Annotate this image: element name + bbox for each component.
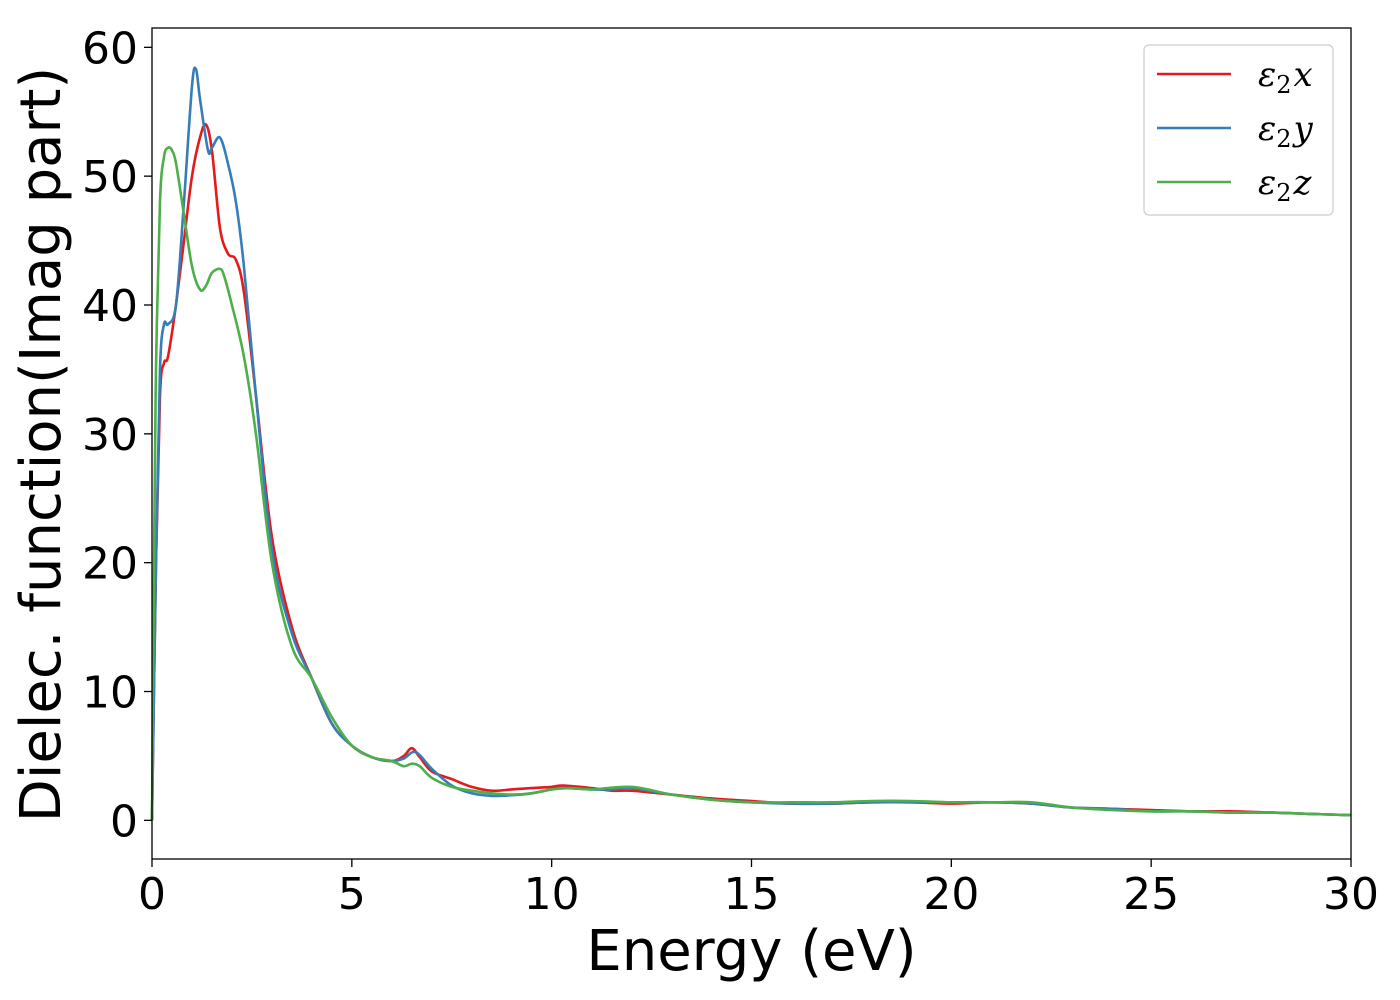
x-axis-title: Energy (eV) (586, 919, 916, 984)
y-tick-label: 30 (82, 410, 138, 461)
y-tick-label: 10 (82, 668, 138, 719)
y-tick-label: 50 (82, 152, 138, 203)
series-line-z (150, 146, 1352, 821)
y-tick-label: 0 (110, 796, 138, 847)
series-layer (150, 66, 1352, 821)
x-tick-label: 30 (1323, 869, 1379, 920)
legend-label-z: ε2z (1258, 163, 1313, 207)
legend-box (1143, 44, 1334, 216)
x-tick-label: 10 (524, 869, 580, 920)
x-tick-label: 15 (724, 869, 780, 920)
legend: ε2x ε2y ε2z (1143, 44, 1334, 216)
legend-label-y: ε2y (1258, 109, 1314, 153)
x-tick-label: 20 (923, 869, 979, 920)
x-tick-label: 5 (338, 869, 366, 920)
x-tick-label: 25 (1123, 869, 1179, 920)
y-axis-title: Dielec. function(Imag part) (9, 67, 74, 823)
y-tick-label: 60 (82, 23, 138, 74)
legend-label-x: ε2x (1258, 55, 1313, 99)
x-tick-label: 0 (138, 869, 166, 920)
y-tick-label: 40 (82, 281, 138, 332)
y-tick-label: 20 (82, 539, 138, 590)
ticks-layer: 0 5 10 15 20 25 30 0 10 20 30 40 50 60 (82, 23, 1379, 920)
